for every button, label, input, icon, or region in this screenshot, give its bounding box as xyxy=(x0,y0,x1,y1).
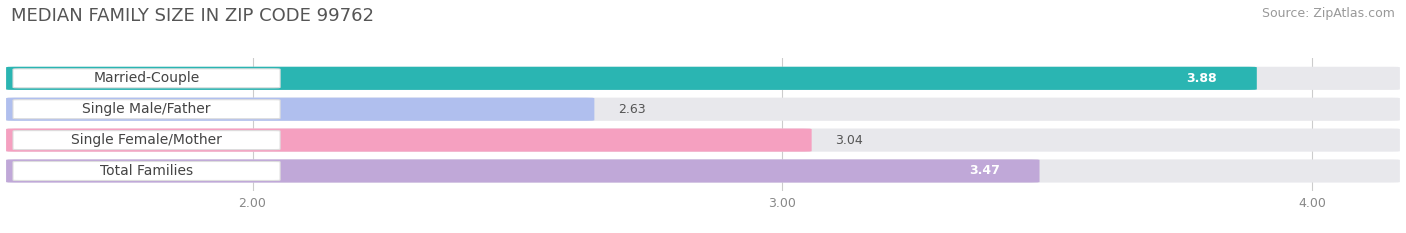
Text: Single Male/Father: Single Male/Father xyxy=(83,102,211,116)
Text: Married-Couple: Married-Couple xyxy=(93,71,200,85)
FancyBboxPatch shape xyxy=(6,67,1257,90)
Text: Single Female/Mother: Single Female/Mother xyxy=(72,133,222,147)
FancyBboxPatch shape xyxy=(6,129,1400,152)
FancyBboxPatch shape xyxy=(13,100,280,119)
Text: Source: ZipAtlas.com: Source: ZipAtlas.com xyxy=(1261,7,1395,20)
Text: MEDIAN FAMILY SIZE IN ZIP CODE 99762: MEDIAN FAMILY SIZE IN ZIP CODE 99762 xyxy=(11,7,374,25)
Text: 2.63: 2.63 xyxy=(619,103,645,116)
FancyBboxPatch shape xyxy=(6,129,811,152)
Text: Total Families: Total Families xyxy=(100,164,193,178)
Text: 3.04: 3.04 xyxy=(835,134,863,147)
Text: 3.47: 3.47 xyxy=(969,164,1000,178)
FancyBboxPatch shape xyxy=(6,98,1400,121)
FancyBboxPatch shape xyxy=(13,161,280,181)
FancyBboxPatch shape xyxy=(13,69,280,88)
FancyBboxPatch shape xyxy=(6,159,1400,183)
FancyBboxPatch shape xyxy=(13,131,280,150)
FancyBboxPatch shape xyxy=(6,159,1039,183)
FancyBboxPatch shape xyxy=(6,67,1400,90)
Text: 3.88: 3.88 xyxy=(1187,72,1218,85)
FancyBboxPatch shape xyxy=(6,98,595,121)
